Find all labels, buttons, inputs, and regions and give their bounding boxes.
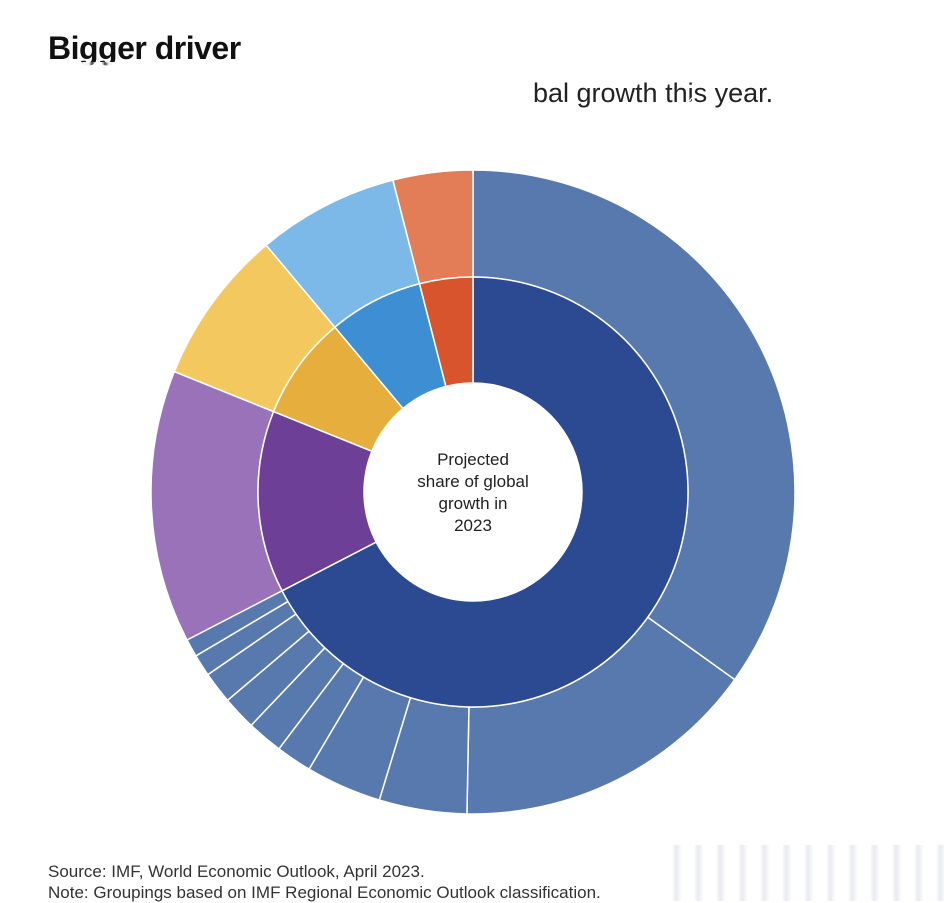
outer-label-indonesia: Indonesia4.4% — [397, 0, 463, 18]
outer-ring: China34.9% India15.4% Indonesia4.4% Other3.… — [151, 0, 795, 814]
outer-label-africa: 4% — [425, 0, 453, 12]
outer-label-china: China34.9% — [699, 0, 742, 18]
chart-center: Projected share of global growth in 2023 — [364, 383, 582, 601]
inner-label-middle-east: Middle East — [0, 127, 50, 200]
center-circle — [364, 383, 582, 601]
chart-title: Bigger driver — [48, 30, 241, 66]
sunburst-chart: China34.9% India15.4% Indonesia4.4% Other3.… — [0, 0, 795, 814]
center-label: Projected share of global growth in 2023 — [417, 450, 529, 535]
outer-label-vietnam: Vietnam 1.7% — [743, 187, 794, 240]
source-note: Source: IMF, World Economic Outlook, Apr… — [48, 862, 425, 881]
grouping-note: Note: Groupings based on IMF Regional Ec… — [48, 883, 601, 902]
footer-overlay-stripes — [660, 845, 944, 901]
outer-label-western-hemisphere: 13.7% — [172, 0, 226, 12]
outer-label-middle-east: 7.8% — [229, 0, 272, 12]
outer-label-japan: Japan 1.8% — [725, 146, 772, 189]
outer-label-other: Other3.8% — [342, 0, 380, 18]
inner-label-africa: Africa — [771, 269, 792, 311]
title-overlay-stripes — [44, 62, 274, 132]
outer-label-europe: 7.1% — [326, 0, 369, 12]
chart-subtitle: bal growth this year. — [533, 78, 774, 108]
outer-label-bangladesh: Bangladesh 1.8% — [685, 96, 756, 149]
outer-label-india: India15.4% — [577, 0, 620, 18]
inner-label-europe: Europe — [690, 164, 726, 214]
inner-label-western-hemisphere: WesternHemisphere — [267, 0, 359, 19]
